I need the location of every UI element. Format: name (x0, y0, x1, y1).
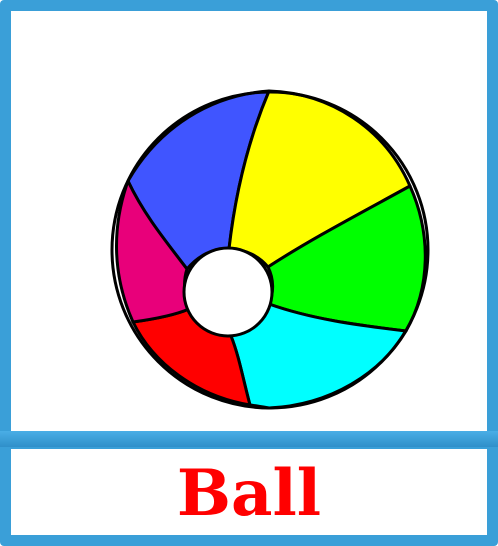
ball-hub (182, 246, 274, 338)
beach-ball (110, 89, 430, 410)
divider-bar (0, 431, 498, 447)
word-label: Ball (176, 456, 322, 531)
beach-ball-illustration (110, 89, 430, 410)
ball-outline (110, 90, 430, 410)
label-panel: Ball (11, 449, 487, 535)
picture-panel (11, 11, 487, 431)
